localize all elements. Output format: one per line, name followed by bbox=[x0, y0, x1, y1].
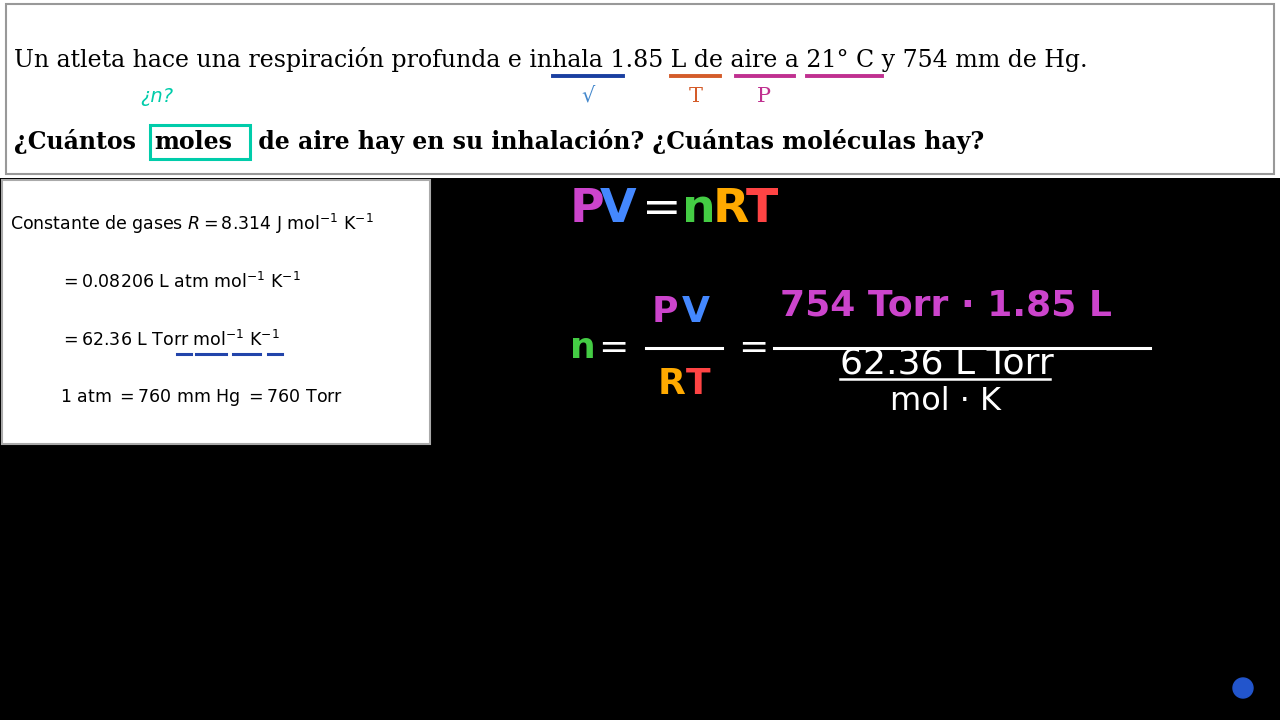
Bar bbox=[150, 125, 250, 159]
Bar bbox=[3, 180, 430, 444]
Text: =: = bbox=[739, 331, 768, 365]
Text: ¿Cuántos: ¿Cuántos bbox=[14, 130, 145, 155]
Text: $= 62.36$ L Torr mol$^{-1}$ K$^{-1}$: $= 62.36$ L Torr mol$^{-1}$ K$^{-1}$ bbox=[60, 330, 280, 350]
Text: n: n bbox=[570, 331, 595, 365]
Text: R: R bbox=[658, 367, 686, 401]
Bar bbox=[0, 0, 1280, 178]
Text: Constante de gases $R = 8.314$ J mol$^{-1}$ K$^{-1}$: Constante de gases $R = 8.314$ J mol$^{-… bbox=[10, 212, 374, 236]
Text: $= 0.08206$ L atm mol$^{-1}$ K$^{-1}$: $= 0.08206$ L atm mol$^{-1}$ K$^{-1}$ bbox=[60, 272, 301, 292]
Text: de aire hay en su inhalación? ¿Cuántas moléculas hay?: de aire hay en su inhalación? ¿Cuántas m… bbox=[250, 130, 984, 155]
Text: √: √ bbox=[581, 86, 595, 106]
Text: P: P bbox=[570, 187, 604, 233]
Text: V: V bbox=[682, 295, 710, 329]
Text: ¿n?: ¿n? bbox=[140, 86, 173, 106]
Text: T: T bbox=[686, 367, 710, 401]
Text: T: T bbox=[746, 187, 778, 233]
Text: Un atleta hace una respiración profunda e inhala 1.85 L de aire a 21° C y 754 mm: Un atleta hace una respiración profunda … bbox=[14, 48, 1088, 73]
Circle shape bbox=[1233, 678, 1253, 698]
Text: =: = bbox=[643, 187, 682, 233]
Text: 62.36 L Torr: 62.36 L Torr bbox=[840, 347, 1053, 381]
Text: R: R bbox=[713, 187, 750, 233]
Text: =: = bbox=[598, 331, 628, 365]
Text: 754 Torr · 1.85 L: 754 Torr · 1.85 L bbox=[780, 289, 1112, 323]
Text: V: V bbox=[600, 187, 636, 233]
Text: P: P bbox=[652, 295, 678, 329]
Text: n: n bbox=[682, 187, 716, 233]
Bar bbox=[6, 4, 1274, 174]
Text: P: P bbox=[756, 86, 771, 106]
Text: $1$ atm $= 760$ mm Hg $= 760$ Torr: $1$ atm $= 760$ mm Hg $= 760$ Torr bbox=[60, 387, 343, 408]
Text: moles: moles bbox=[154, 130, 232, 154]
Text: T: T bbox=[689, 86, 703, 106]
Text: mol · K: mol · K bbox=[890, 387, 1001, 418]
